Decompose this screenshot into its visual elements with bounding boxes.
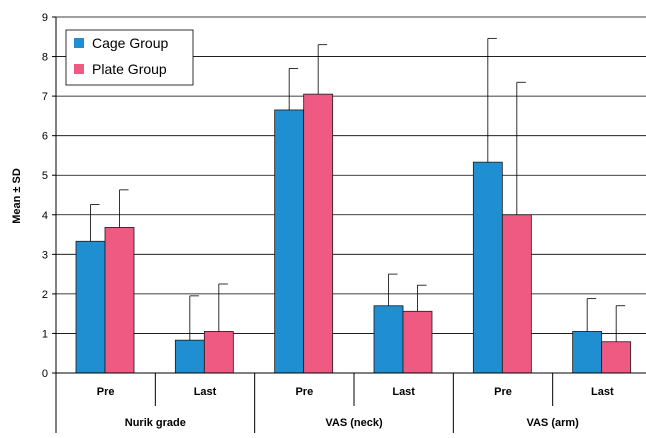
bar-plate-group	[203, 331, 234, 374]
group-label: Nurik grade	[125, 417, 186, 429]
y-tick-label: 7	[42, 91, 48, 103]
y-tick-label: 1	[42, 328, 48, 340]
y-axis-label: Mean ± SD	[11, 168, 23, 224]
y-tick-label: 2	[42, 289, 48, 301]
bar-cage-group	[274, 109, 305, 374]
bar-plate-group	[501, 214, 532, 374]
y-tick-label: 0	[42, 368, 48, 380]
x-tick-label: Pre	[494, 386, 512, 398]
bar-cage-group	[373, 305, 404, 374]
bar-plate-group	[402, 310, 433, 374]
legend-swatch	[74, 38, 84, 48]
x-tick-label: Pre	[97, 386, 115, 398]
x-tick-label: Pre	[295, 386, 313, 398]
legend-swatch	[74, 64, 84, 74]
y-tick-label: 9	[42, 12, 48, 24]
grid-lines	[56, 16, 646, 334]
y-tick-label: 5	[42, 170, 48, 182]
y-tick-label: 8	[42, 52, 48, 64]
x-tick-label: Last	[392, 386, 415, 398]
bar-cage-group	[174, 339, 205, 374]
bars	[75, 93, 632, 374]
axes	[52, 16, 646, 433]
error-bars	[90, 37, 626, 342]
bar-cage-group	[572, 331, 603, 374]
x-tick-label: Last	[194, 386, 217, 398]
y-tick-label: 3	[42, 249, 48, 261]
bar-plate-group	[104, 227, 135, 374]
bar-cage-group	[75, 240, 106, 374]
bar-plate-group	[303, 93, 334, 374]
group-label: VAS (neck)	[325, 417, 383, 429]
bar-cage-group	[472, 161, 503, 374]
legend-box	[65, 29, 194, 86]
legend-label: Plate Group	[92, 61, 167, 77]
x-tick-label: Last	[591, 386, 614, 398]
axis-labels: 0 1 2 3 4 5 6 7 8 9 Pre Last Pre Last Pre Last Nurik gra…	[42, 12, 614, 429]
bar-plate-group	[601, 341, 632, 374]
legend: Cage Group Plate Group	[65, 29, 194, 86]
group-label: VAS (arm)	[526, 417, 579, 429]
y-tick-label: 6	[42, 131, 48, 143]
legend-label: Cage Group	[92, 35, 168, 51]
y-tick-label: 4	[42, 210, 48, 222]
